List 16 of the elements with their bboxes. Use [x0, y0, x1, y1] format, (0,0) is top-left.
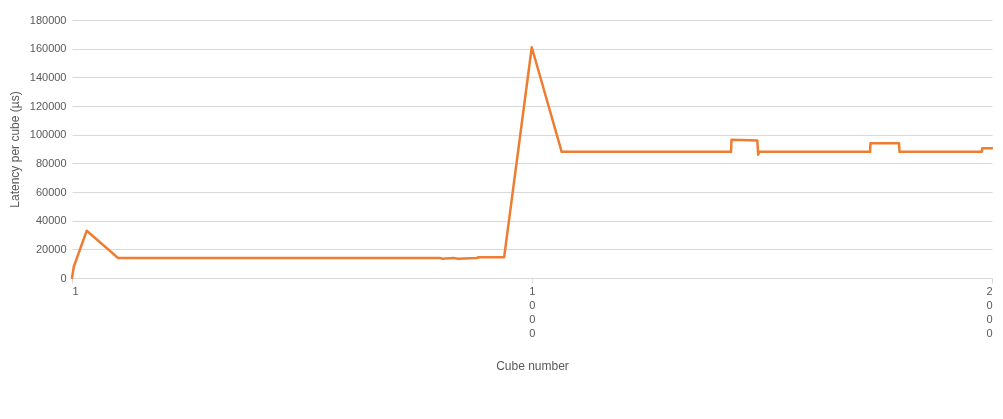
line-series — [70, 45, 994, 280]
y-tick-label: 100000 — [29, 128, 67, 141]
y-tick-label: 80000 — [35, 156, 67, 169]
x-tick-label: 1 — [72, 284, 79, 297]
y-tick-label: 140000 — [29, 70, 67, 83]
y-tick-label: 20000 — [35, 242, 67, 255]
y-tick-label: 120000 — [29, 99, 67, 112]
y-tick-label: 60000 — [35, 185, 67, 198]
y-tick-label: 0 — [60, 271, 67, 284]
x-tick-label: 2 0 0 0 — [986, 284, 993, 339]
y-tick-label: 180000 — [29, 13, 67, 26]
x-tick-label: 1 0 0 0 — [529, 284, 536, 339]
y-tick-label: 160000 — [29, 42, 67, 55]
y-axis-title: Latency per cube (µs) — [7, 91, 22, 208]
y-tick-label: 40000 — [35, 214, 67, 227]
x-axis-title: Cube number — [496, 358, 569, 373]
